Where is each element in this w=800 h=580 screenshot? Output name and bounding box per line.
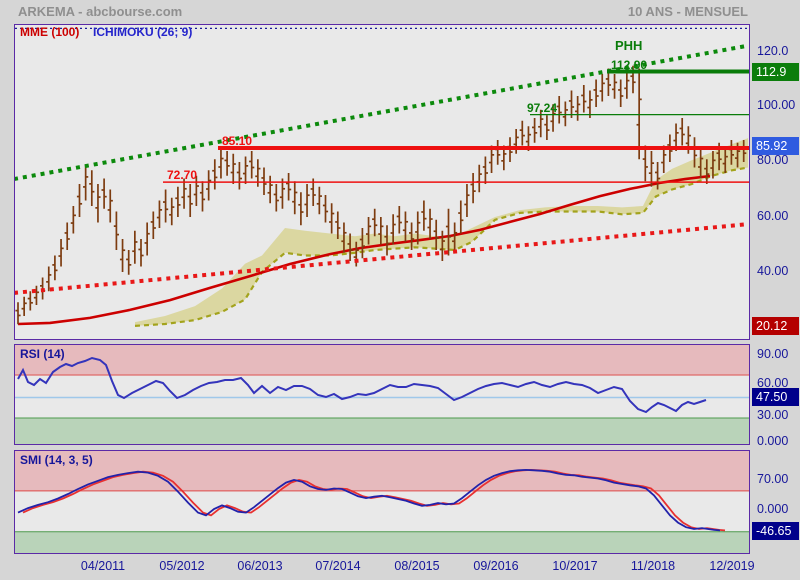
x-axis-label: 12/2019 [709,559,755,573]
y-axis-label: 60.00 [757,209,789,223]
price-badge: 20.12 [752,317,799,335]
y-axis-label: 100.00 [757,98,796,112]
smi-chart-canvas[interactable] [15,451,749,553]
x-axis-label: 10/2017 [552,559,598,573]
smi-indicator-panel [14,450,750,554]
instrument-title: ARKEMA - abcbourse.com [18,4,183,19]
y-axis-label: 40.00 [757,264,789,278]
x-axis-label: 09/2016 [473,559,519,573]
y-axis-label: 60.00 [757,376,789,390]
y-axis-label: 90.00 [757,347,789,361]
y-axis-label: 30.00 [757,408,789,422]
rsi-indicator-panel [14,344,750,445]
rsi-panel-label: RSI (14) [20,347,65,361]
legend-ichimoku: ICHIMOKU (26; 9) [93,25,193,39]
price-level-label: 112.90 [611,57,648,72]
rsi-chart-canvas[interactable] [15,345,749,444]
x-axis-label: 04/2011 [80,559,126,573]
phh-annotation: PHH [615,38,643,53]
price-chart-canvas[interactable] [15,25,749,339]
price-level-label: 85.10 [222,133,253,148]
x-axis-label: 11/2018 [630,559,676,573]
y-axis-label: 0.000 [757,434,789,448]
price-level-label: 97.24 [527,100,558,115]
price-badge: 85.92 [752,137,799,155]
price-badge: 47.50 [752,388,799,406]
y-axis-label: 120.0 [757,44,789,58]
y-axis-label: 0.000 [757,502,789,516]
price-badge: -46.65 [752,522,799,540]
y-axis-label: 80.00 [757,153,789,167]
y-axis-label: 70.00 [757,472,789,486]
smi-panel-label: SMI (14, 3, 5) [20,453,93,467]
timeframe-label: 10 ANS - MENSUEL [627,4,748,19]
x-axis-label: 07/2014 [315,559,361,573]
x-axis-label: 08/2015 [394,559,440,573]
price-level-label: 72.70 [167,168,198,183]
x-axis-label: 05/2012 [159,559,205,573]
x-axis-label: 06/2013 [237,559,283,573]
legend-mme: MME (100) [20,25,80,39]
price-badge: 112.9 [752,63,799,81]
price-chart-panel [14,24,750,340]
